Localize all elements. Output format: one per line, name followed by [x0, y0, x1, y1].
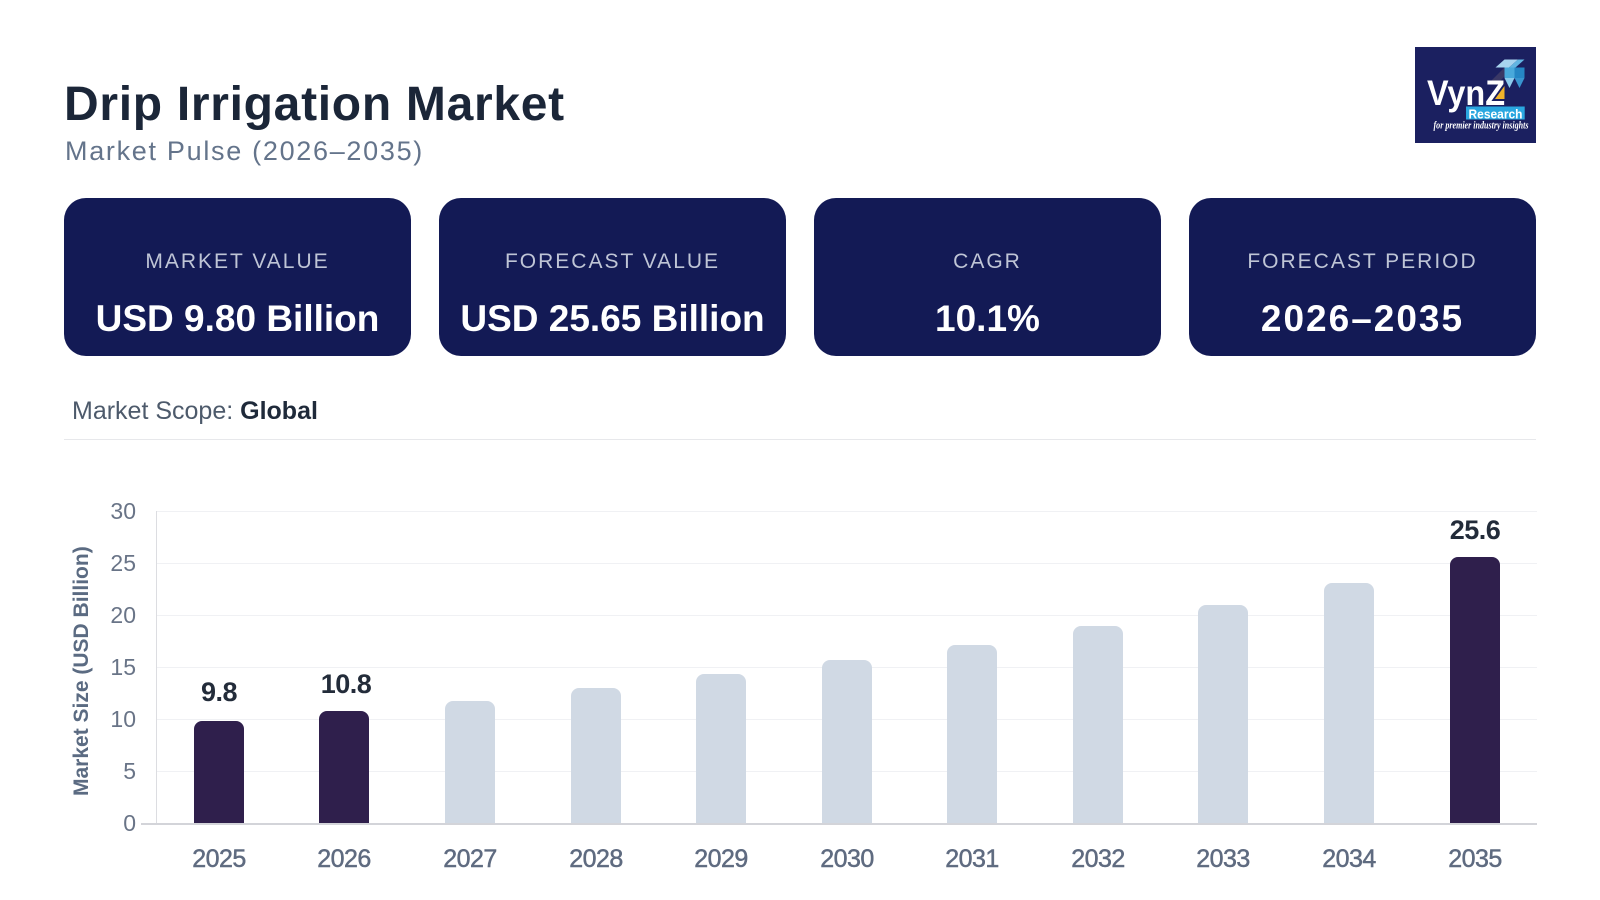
svg-text:for premier industry insights: for premier industry insights	[1434, 120, 1529, 132]
svg-text:Research: Research	[1469, 107, 1523, 121]
